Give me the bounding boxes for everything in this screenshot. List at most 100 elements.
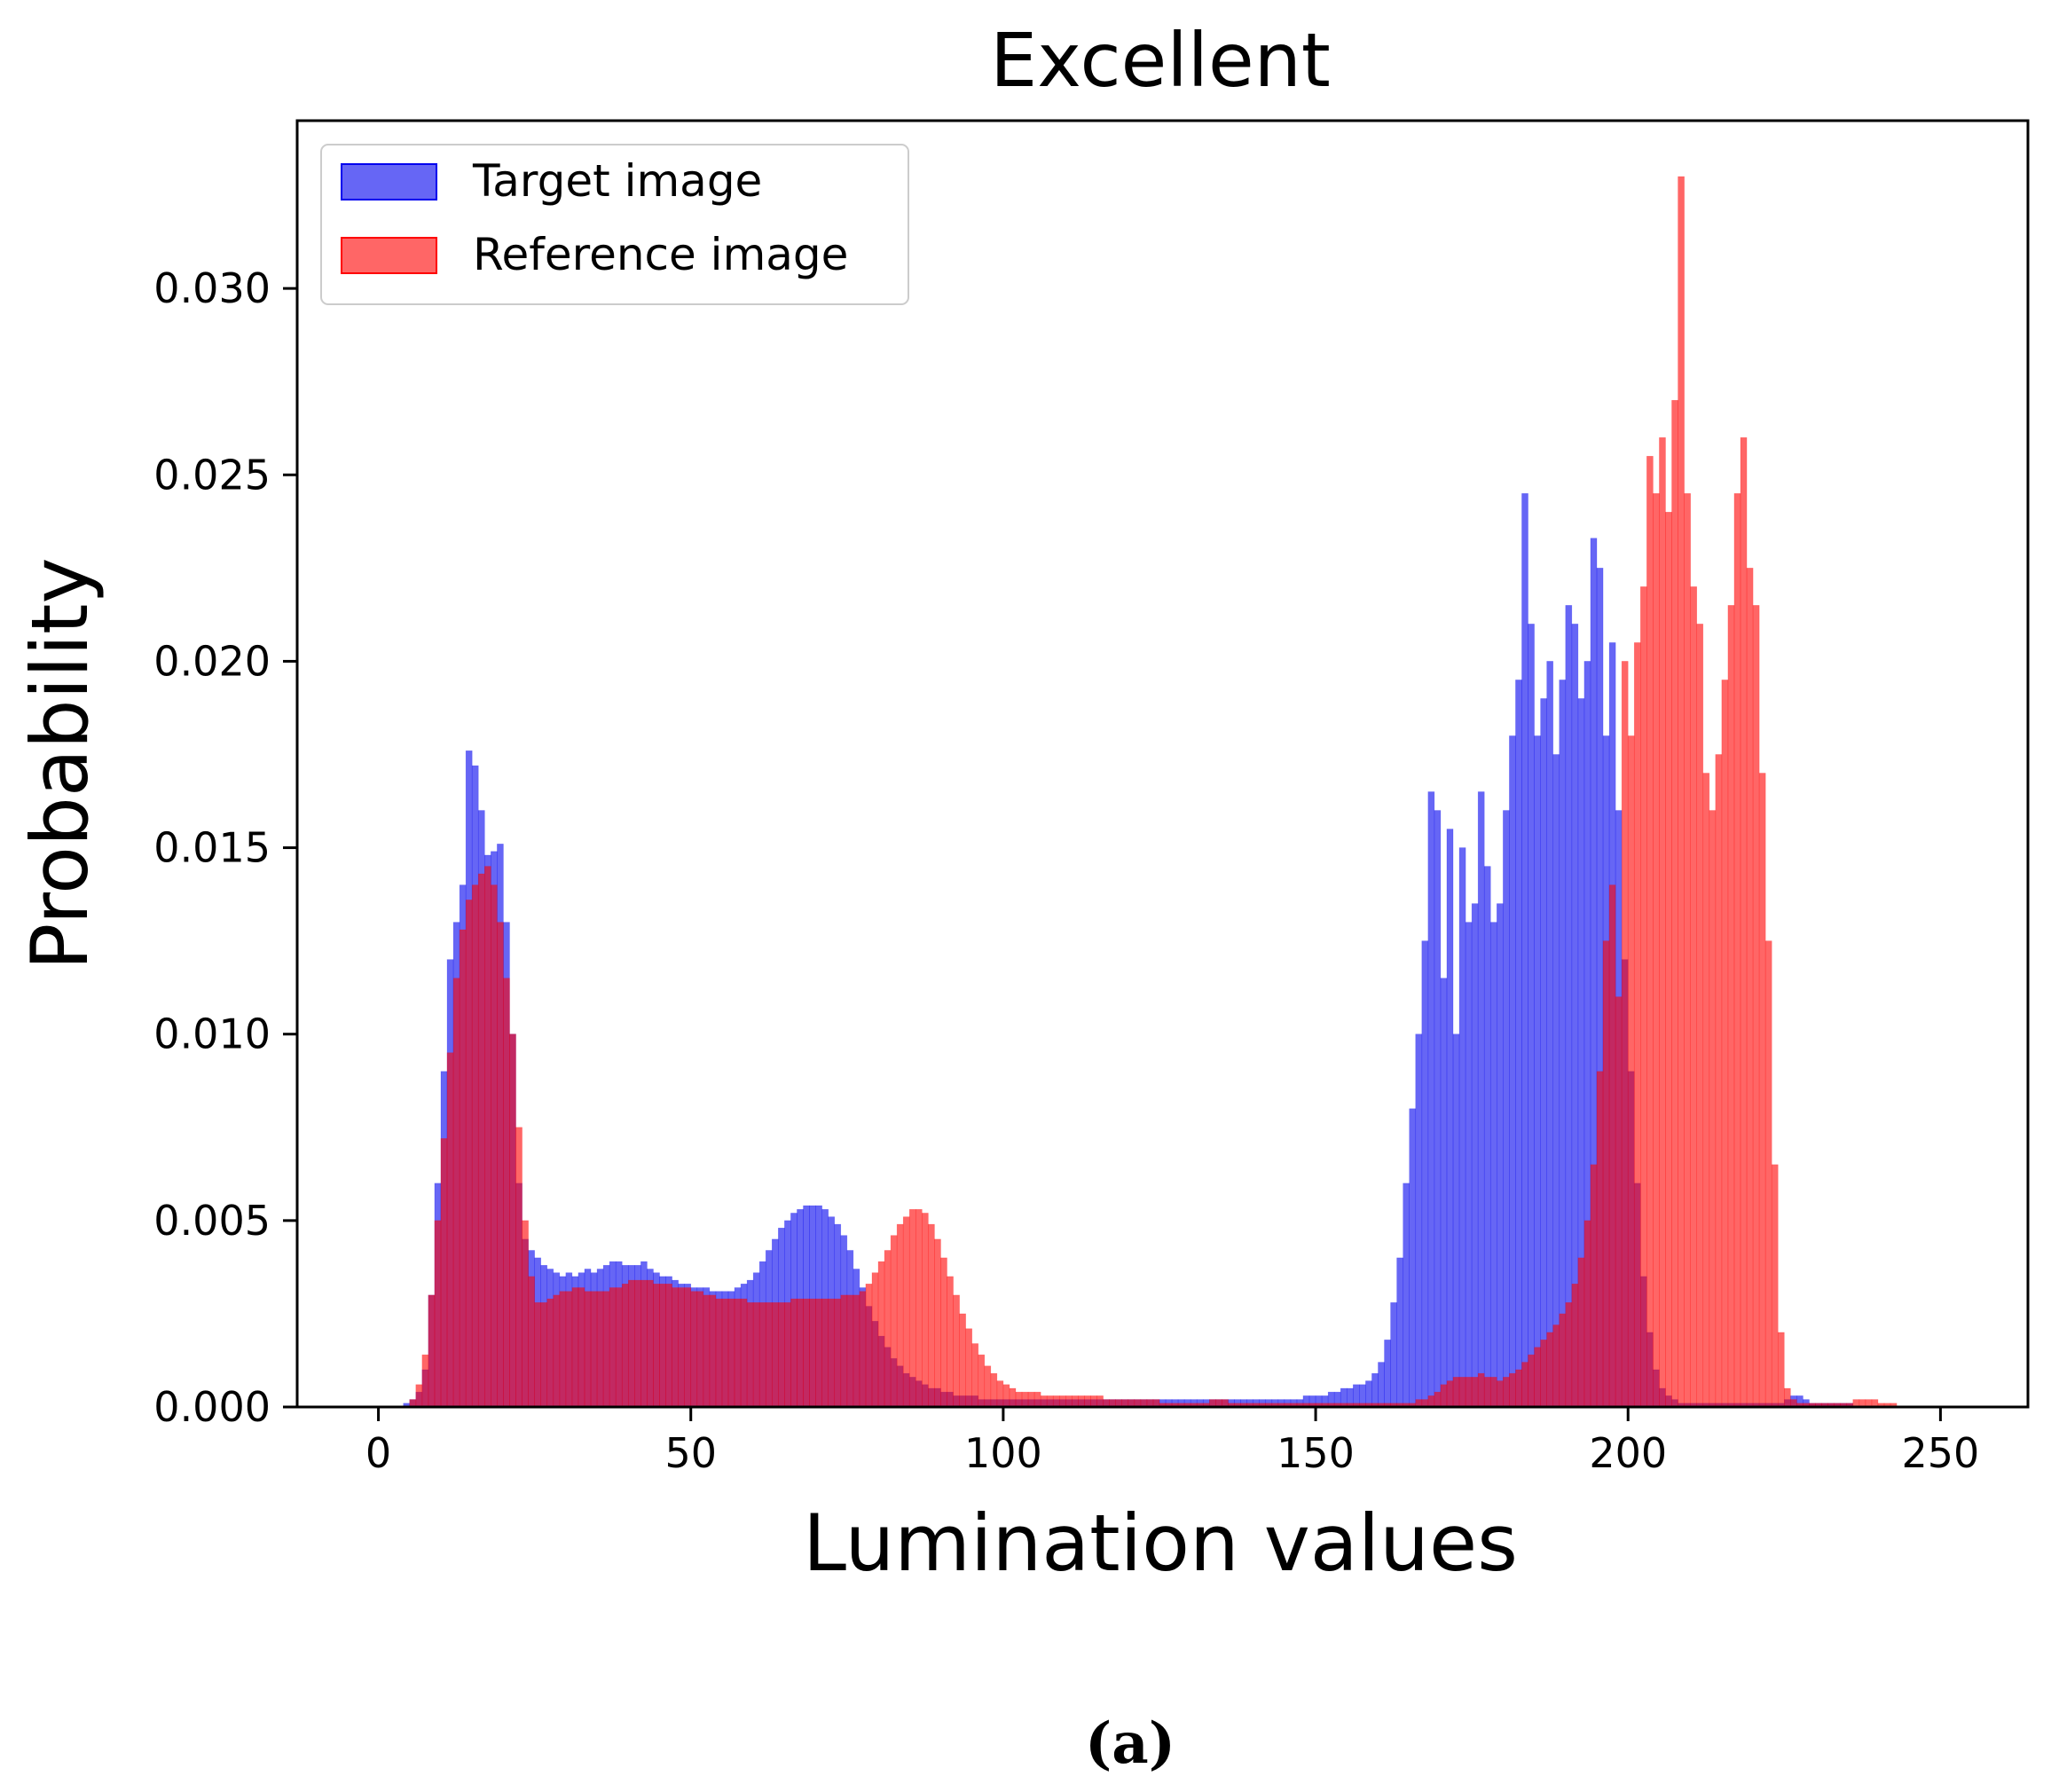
histogram-bar — [1477, 791, 1485, 1408]
y-axis-ticks: 0.000 0.005 0.010 0.015 0.020 0.025 0.030 — [153, 264, 297, 1431]
histogram-bar — [1721, 680, 1729, 1408]
histogram-bar — [859, 1291, 867, 1408]
histogram-bar — [1503, 810, 1510, 1408]
histogram-bar — [871, 1272, 879, 1408]
legend-swatch-reference — [341, 237, 437, 274]
histogram-bar — [1577, 1257, 1585, 1408]
histogram-bar — [1528, 624, 1535, 1408]
histogram-bar — [609, 1287, 617, 1408]
histogram-bar — [1752, 605, 1760, 1408]
histogram-bar — [1046, 1395, 1054, 1408]
histogram-bar — [978, 1354, 986, 1408]
histogram-bar — [1503, 1377, 1510, 1408]
histogram-bar — [709, 1294, 717, 1408]
histogram-bar — [1540, 698, 1547, 1408]
histogram-bar — [908, 1208, 916, 1408]
histogram-bar — [1740, 436, 1748, 1408]
figure-caption: (a) — [1085, 1710, 1175, 1777]
y-tick-label: 0.010 — [153, 1010, 271, 1058]
histogram-bar — [965, 1328, 972, 1408]
histogram-bar — [1033, 1391, 1041, 1408]
histogram-bar — [1758, 773, 1766, 1408]
histogram-bar — [1627, 735, 1635, 1408]
histogram-bar — [902, 1216, 910, 1408]
histogram-bar — [1709, 810, 1717, 1408]
bars-layer — [403, 176, 1898, 1408]
histogram-bar — [971, 1343, 979, 1408]
histogram-bar — [596, 1291, 604, 1408]
histogram-bar — [1583, 1220, 1591, 1408]
histogram-bar — [821, 1298, 829, 1408]
histogram-bar — [1515, 1369, 1522, 1408]
histogram-bar — [534, 1302, 541, 1408]
histogram-bar — [1409, 1108, 1417, 1408]
histogram-bar — [1727, 605, 1735, 1408]
histogram-bar — [459, 929, 467, 1408]
y-tick-label: 0.025 — [153, 451, 271, 499]
histogram-bar — [877, 1261, 885, 1408]
histogram-bar — [1427, 1395, 1435, 1408]
histogram-bar — [1771, 1164, 1779, 1408]
histogram-bar — [1096, 1395, 1104, 1408]
x-tick-label: 0 — [365, 1429, 391, 1477]
histogram-bar — [922, 1213, 929, 1408]
histogram-bar — [1403, 1183, 1411, 1408]
histogram-bar — [758, 1302, 766, 1408]
histogram-bar — [1396, 1257, 1403, 1408]
histogram-bar — [522, 1220, 529, 1408]
histogram-bar — [959, 1313, 966, 1408]
x-axis-label: Lumination values — [803, 1497, 1518, 1589]
legend: Target image Reference image — [320, 144, 909, 305]
histogram-bar — [696, 1291, 704, 1408]
histogram-bar — [491, 884, 498, 1408]
histogram-bar — [928, 1223, 935, 1408]
histogram-bar — [647, 1279, 654, 1408]
histogram-bar — [797, 1298, 804, 1408]
legend-box — [320, 144, 909, 305]
histogram-bar — [1640, 586, 1647, 1408]
histogram-bar — [1415, 1034, 1423, 1408]
histogram-bar — [665, 1284, 672, 1408]
histogram-bar — [1084, 1395, 1091, 1408]
histogram-bar — [1446, 829, 1454, 1408]
x-tick-label: 100 — [964, 1429, 1042, 1477]
histogram-bar — [421, 1354, 429, 1408]
histogram-bar — [1777, 1332, 1785, 1408]
histogram-bar — [896, 1223, 904, 1408]
histogram-bar — [1608, 884, 1616, 1408]
histogram-bar — [640, 1279, 648, 1408]
x-tick-label: 50 — [664, 1429, 717, 1477]
x-tick-label: 200 — [1589, 1429, 1667, 1477]
histogram-bar — [446, 1052, 454, 1408]
histogram-bar — [1559, 680, 1567, 1408]
histogram-bar — [1434, 1391, 1442, 1408]
histogram-bar — [440, 1138, 448, 1408]
histogram-bar — [984, 1365, 992, 1408]
histogram-bar — [1552, 754, 1560, 1408]
histogram-bar — [890, 1235, 898, 1408]
histogram-bar — [915, 1208, 923, 1408]
legend-label-target: Target image — [472, 155, 762, 207]
histogram-bar — [553, 1294, 561, 1408]
histogram-bar — [434, 1220, 442, 1408]
series-reference-image — [409, 176, 1898, 1408]
histogram-bar — [590, 1291, 598, 1408]
histogram-bar — [497, 922, 504, 1408]
histogram-bar — [684, 1287, 692, 1408]
histogram-bar — [1571, 1284, 1579, 1408]
histogram-bar — [1065, 1395, 1073, 1408]
histogram-bar — [515, 1127, 523, 1408]
y-tick-label: 0.015 — [153, 824, 271, 872]
legend-label-reference: Reference image — [473, 229, 848, 280]
histogram-bar — [1058, 1395, 1066, 1408]
histogram-bar — [1015, 1391, 1023, 1408]
plot-frame — [295, 119, 2030, 1409]
histogram-bar — [1471, 1377, 1479, 1408]
histogram-bar — [1596, 1071, 1604, 1408]
histogram-bar — [565, 1291, 573, 1408]
histogram-bar — [571, 1287, 579, 1408]
histogram-bar — [602, 1291, 610, 1408]
histogram-bar — [1528, 1354, 1535, 1408]
histogram-bar — [1615, 996, 1623, 1408]
